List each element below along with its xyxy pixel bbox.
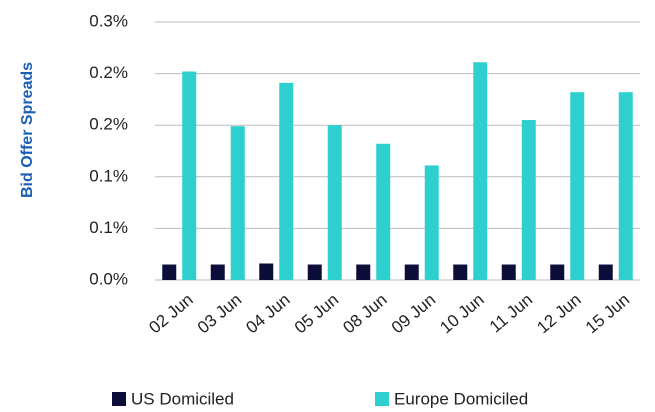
y-axis-label: Bid Offer Spreads — [19, 62, 36, 198]
y-tick-label: 0.1% — [89, 218, 128, 237]
legend-label: US Domiciled — [131, 389, 234, 408]
bar — [210, 264, 225, 280]
legend-swatch — [375, 392, 389, 406]
x-tick-label: 08 Jun — [339, 290, 390, 337]
x-tick-label: 04 Jun — [242, 290, 293, 337]
bar — [404, 264, 419, 280]
legend-label: Europe Domiciled — [394, 389, 528, 408]
bar — [259, 263, 274, 280]
bar — [598, 264, 613, 280]
bar — [279, 82, 294, 280]
bar — [473, 62, 488, 280]
y-tick-label: 0.2% — [89, 115, 128, 134]
bar — [307, 264, 322, 280]
legend-swatch — [112, 392, 126, 406]
y-tick-label: 0.0% — [89, 269, 128, 288]
bar — [521, 120, 536, 280]
bar — [618, 92, 633, 281]
x-tick-label: 05 Jun — [291, 290, 342, 337]
y-tick-label: 0.1% — [89, 166, 128, 185]
bar — [550, 264, 565, 280]
bar — [453, 264, 468, 280]
x-tick-label: 10 Jun — [436, 290, 487, 337]
bar — [230, 126, 245, 281]
bar — [376, 143, 391, 280]
x-tick-label: 02 Jun — [145, 290, 196, 337]
x-tick-label: 09 Jun — [388, 290, 439, 337]
x-tick-label: 15 Jun — [582, 290, 633, 337]
x-tick-label: 12 Jun — [533, 290, 584, 337]
bar — [327, 125, 342, 280]
bar — [424, 165, 439, 280]
bar — [162, 264, 177, 280]
bar — [356, 264, 371, 280]
y-tick-label: 0.3% — [89, 11, 128, 30]
x-tick-label: 03 Jun — [194, 290, 245, 337]
y-tick-label: 0.2% — [89, 63, 128, 82]
bar — [570, 92, 585, 281]
x-tick-label: 11 Jun — [486, 290, 536, 337]
bar — [182, 71, 197, 280]
bar — [501, 264, 516, 280]
